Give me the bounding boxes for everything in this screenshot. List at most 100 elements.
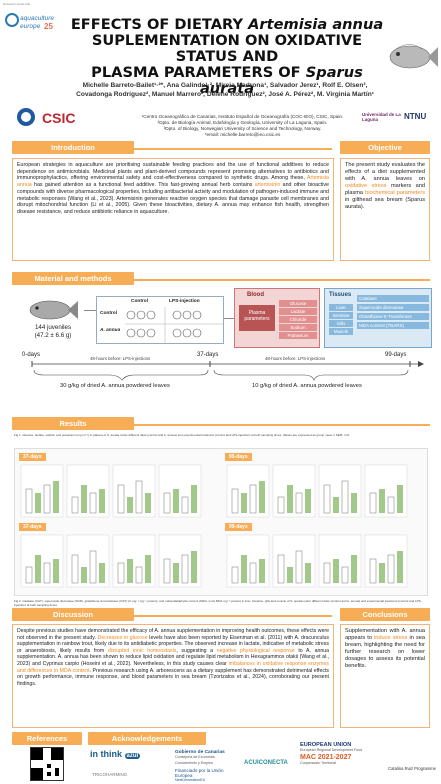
blood-list: Glucose Lactate Chloride Sodium Potassiu… (279, 299, 317, 340)
references-qr-code[interactable] (30, 747, 64, 781)
ntnu-logo: NTNU (404, 112, 427, 121)
arrow (84, 310, 96, 311)
arrow (224, 318, 234, 319)
bar (43, 562, 51, 584)
tissues-box: Tissues Liver Intestine Gills Muscle Cat… (324, 288, 432, 348)
tissue-item: Intestine (329, 312, 353, 319)
results-figure-1: 37-days 99-days 37-days 99-days (14, 448, 428, 596)
bar (387, 554, 395, 584)
blood-item: Chloride (279, 316, 317, 323)
funding-logos: EUROPEAN UNION European Regional Develop… (300, 742, 436, 780)
blood-item: Potassium (279, 332, 317, 339)
bar (163, 492, 171, 514)
row-aa: A. annua (100, 328, 121, 333)
enzyme-item: MDA content (TBARS) (357, 322, 429, 329)
bar (341, 480, 349, 514)
bar (43, 484, 51, 514)
bar (53, 559, 59, 583)
enzyme-item: Catalase (357, 295, 429, 302)
lps-note-2: 48-hours before: LPS-injections (265, 356, 326, 361)
bar (323, 484, 331, 514)
bar (241, 493, 247, 513)
tissues-title: Tissues (329, 292, 352, 298)
bar (35, 555, 41, 583)
bar (117, 562, 125, 584)
objective-header: Objective (340, 141, 430, 154)
bar (35, 493, 41, 513)
bar (397, 551, 403, 583)
bar (369, 492, 377, 514)
conclusions-header: Conclusions (340, 608, 430, 621)
bar (369, 558, 377, 584)
enzyme-item: Glutathione-S-Transferase (357, 313, 429, 320)
eu-funding-logo: Financiado por la Unión Europea NextGene… (175, 768, 224, 783)
ieo-csic-logos: CSIC (16, 106, 111, 128)
mac-logo: MAC 2021-2027 (300, 754, 352, 761)
aquaculture-europe-logo: aquaculture europe 25 (4, 8, 60, 34)
blood-item: Lactate (279, 308, 317, 315)
acknowledgements-header: Acknowledgements (88, 732, 206, 745)
bar (25, 566, 33, 584)
bar (145, 493, 151, 513)
bar (323, 562, 331, 584)
bar (295, 550, 303, 584)
bar (117, 484, 125, 514)
tissue-list: Liver Intestine Gills Muscle (329, 303, 353, 336)
introduction-text: European strategies in aquaculture are p… (12, 158, 334, 261)
tissue-item: Muscle (329, 328, 353, 335)
bar (287, 485, 293, 513)
enzyme-item: Superoxide dismutase (357, 304, 429, 311)
results-header: Results (12, 417, 134, 430)
label-99-days: 99-days (225, 523, 252, 531)
bar (397, 485, 403, 513)
fish-photo (28, 296, 78, 329)
timeline-37-days: 37-days (197, 352, 219, 358)
bar (89, 550, 97, 584)
bar (351, 493, 357, 513)
bar (135, 480, 143, 514)
bar (305, 489, 311, 513)
label-37-days: 37-days (19, 523, 46, 531)
label-99-days: 99-days (225, 453, 252, 461)
bar (81, 485, 87, 513)
bar (191, 551, 197, 583)
bar (379, 489, 385, 513)
bar (231, 566, 239, 584)
divider (134, 279, 430, 281)
bar (127, 559, 133, 583)
corner-tag: Research article title (3, 2, 31, 6)
csic-logo-text: CSIC (42, 110, 75, 126)
lps-note-1: 48-hours before: LPS-injections (90, 356, 151, 361)
svg-text:aquaculture: aquaculture (20, 15, 54, 22)
bar (249, 562, 257, 584)
discussion-text: Despite previous studies have demonstrat… (12, 624, 334, 728)
bar (173, 489, 179, 513)
bar (163, 558, 171, 584)
ull-logo: Universidad de La Laguna (362, 112, 401, 122)
plasma-parameters: Plasma parameters (239, 305, 275, 331)
erdf-label: European Regional Development Fund (300, 748, 363, 752)
timeline-0-days: 0-days (22, 352, 41, 358)
bar (277, 496, 285, 514)
bar (181, 554, 189, 584)
bar (25, 488, 33, 514)
label-37-days: 37-days (19, 453, 46, 461)
bar (127, 497, 133, 513)
bar (99, 489, 105, 513)
bar (333, 497, 339, 513)
enzyme-list: Catalase Superoxide dismutase Glutathion… (357, 293, 429, 331)
bar-plots-1 (20, 464, 408, 588)
introduction-header: Introduction (12, 141, 134, 154)
tricoharming-logo: TRICOHARMING (92, 772, 128, 777)
inthink-logo: in think azul (90, 749, 141, 759)
timeline-axis (31, 361, 424, 381)
blood-title: Blood (247, 292, 264, 298)
objective-text: The present study evaluates the effects … (340, 158, 430, 261)
bar (295, 492, 303, 514)
feed-phase-1: 30 g/kg of dried A. annua powdered leave… (60, 383, 170, 389)
svg-text:europe: europe (20, 23, 41, 30)
blood-item: Sodium (279, 324, 317, 331)
blood-box: Blood Plasma parameters Glucose Lactate … (234, 288, 320, 348)
fig2-caption: Fig 2. Catalase (CAT), superoxide dismut… (14, 599, 422, 607)
ruiz-programme: Catalina Ruiz Programme (388, 766, 436, 771)
